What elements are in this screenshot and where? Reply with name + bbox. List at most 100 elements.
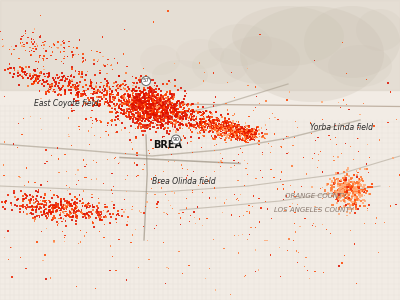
Point	[206, 119, 213, 124]
Point	[38, 43, 44, 48]
Point	[73, 206, 79, 210]
Point	[292, 210, 298, 214]
Point	[352, 195, 358, 200]
Point	[144, 94, 150, 99]
Point	[76, 201, 83, 206]
Point	[200, 181, 206, 186]
Point	[167, 117, 173, 122]
Point	[134, 115, 141, 120]
Point	[41, 204, 47, 209]
Point	[212, 136, 218, 141]
Point	[102, 222, 108, 227]
Point	[335, 188, 341, 192]
Point	[16, 56, 22, 61]
Point	[59, 202, 65, 207]
Point	[129, 101, 135, 106]
Point	[30, 38, 37, 42]
Point	[170, 121, 176, 126]
Point	[147, 93, 154, 98]
Point	[165, 116, 171, 121]
Point	[158, 123, 164, 128]
Point	[233, 132, 239, 137]
Point	[94, 208, 100, 213]
Point	[250, 131, 257, 136]
Point	[153, 110, 160, 115]
Text: East Coyote field: East Coyote field	[34, 99, 98, 108]
Point	[205, 122, 211, 126]
Point	[86, 84, 93, 88]
Point	[213, 110, 219, 114]
Point	[358, 188, 365, 192]
Point	[73, 92, 79, 97]
Point	[356, 177, 363, 182]
Point	[60, 202, 67, 207]
Point	[121, 79, 127, 84]
Point	[130, 103, 137, 107]
Point	[107, 214, 114, 219]
Point	[134, 114, 141, 119]
Point	[355, 136, 361, 141]
Point	[48, 276, 54, 280]
Point	[369, 182, 375, 187]
Point	[213, 142, 220, 147]
Point	[188, 117, 195, 122]
Point	[167, 108, 173, 113]
Point	[108, 63, 114, 68]
Point	[66, 80, 72, 85]
Point	[243, 123, 249, 128]
Point	[49, 210, 55, 215]
Point	[205, 123, 212, 128]
Point	[142, 122, 148, 127]
Point	[108, 110, 115, 114]
Point	[68, 72, 75, 77]
Point	[118, 110, 124, 115]
Point	[213, 120, 219, 125]
Point	[129, 112, 136, 117]
Point	[184, 109, 190, 114]
Point	[122, 114, 128, 119]
Point	[228, 136, 235, 141]
Point	[242, 130, 248, 135]
Point	[237, 134, 243, 139]
Point	[139, 114, 146, 119]
Point	[319, 196, 326, 201]
Point	[150, 91, 156, 96]
Point	[61, 40, 67, 45]
Point	[244, 124, 251, 128]
Point	[348, 187, 354, 191]
Point	[222, 115, 228, 120]
Point	[32, 40, 38, 44]
Point	[96, 209, 102, 214]
Point	[326, 133, 332, 138]
Point	[138, 126, 145, 130]
Point	[93, 80, 100, 85]
Point	[31, 80, 37, 85]
Point	[342, 184, 348, 189]
Point	[120, 210, 127, 214]
Point	[51, 43, 57, 48]
Point	[122, 99, 128, 104]
Point	[348, 206, 354, 211]
Point	[158, 101, 164, 106]
Point	[212, 143, 218, 148]
Point	[151, 112, 158, 117]
Point	[349, 186, 355, 190]
Point	[143, 117, 149, 122]
Point	[69, 79, 76, 84]
Point	[358, 177, 365, 182]
Point	[132, 94, 138, 99]
Point	[141, 112, 147, 117]
Point	[252, 131, 259, 136]
Point	[200, 109, 206, 114]
Point	[184, 205, 190, 210]
Point	[241, 128, 247, 133]
Point	[19, 44, 25, 49]
Point	[69, 207, 76, 212]
Point	[20, 67, 26, 71]
Point	[353, 181, 359, 186]
Point	[347, 202, 354, 207]
Point	[22, 69, 29, 74]
Point	[136, 111, 143, 116]
Point	[148, 87, 154, 92]
Point	[69, 218, 75, 222]
